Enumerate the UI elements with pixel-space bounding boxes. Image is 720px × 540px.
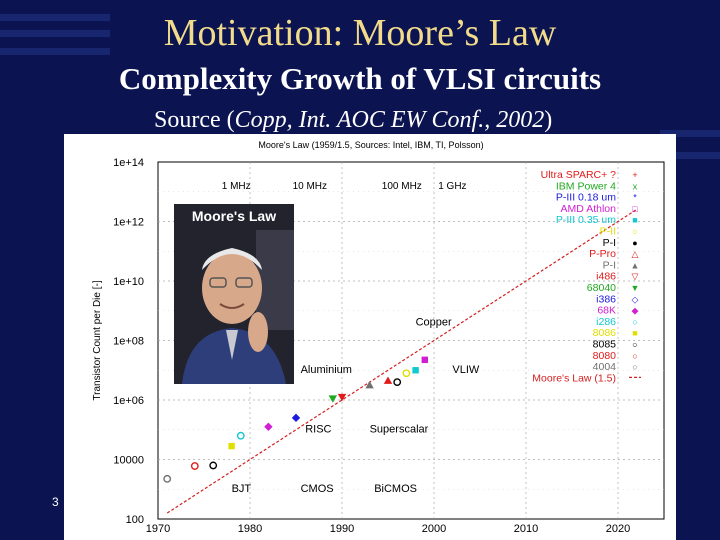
- frequency-label: 100 MHz: [382, 181, 422, 192]
- data-point: [365, 380, 374, 389]
- data-point: [412, 367, 419, 374]
- data-point: [328, 395, 337, 403]
- legend-marker: ○: [632, 317, 637, 327]
- source-suffix: ): [544, 107, 553, 133]
- legend-entry-label: P-III 0.18 um: [556, 192, 616, 204]
- decor-stripe: [660, 130, 720, 137]
- x-tick-label: 2020: [606, 523, 630, 535]
- legend-entry-label: Ultra SPARC+ ?: [541, 169, 617, 181]
- legend-entry-label: P-III 0.35 um: [556, 214, 616, 226]
- data-point: [163, 474, 172, 483]
- legend-entry-label: P-II: [600, 226, 616, 238]
- moores-law-trend-line: [166, 209, 637, 514]
- tech-annotation: Superscalar: [370, 424, 429, 436]
- legend-entry-label: AMD Athlon: [561, 203, 617, 215]
- slide-subtitle: Complexity Growth of VLSI circuits: [118, 61, 602, 96]
- frequency-label: 10 MHz: [293, 181, 327, 192]
- legend-marker: ▼: [631, 283, 640, 293]
- legend-entry-label: 8086: [593, 327, 617, 339]
- legend-entry-label: 8085: [593, 339, 617, 351]
- frequency-label: 1 MHz: [222, 181, 251, 192]
- frequency-label: 1 GHz: [438, 181, 466, 192]
- legend-entry-label: 8080: [593, 350, 617, 362]
- slide-source: Source (Copp, Int. AOC EW Conf., 2002): [154, 105, 552, 135]
- legend-marker: ▽: [632, 272, 639, 282]
- y-tick-label: 100: [126, 514, 144, 526]
- data-point: [264, 422, 273, 431]
- data-point: [402, 369, 411, 378]
- legend-entry-label: IBM Power 4: [556, 180, 616, 192]
- legend-entry-label: i386: [596, 293, 616, 305]
- legend-marker: ●: [632, 238, 637, 248]
- y-axis-label: Transistor Count per Die [-]: [92, 280, 103, 400]
- data-point: [337, 393, 347, 402]
- legend-entry-label: 4004: [593, 361, 617, 373]
- tech-annotation: CMOS: [301, 483, 334, 495]
- decor-stripe: [660, 152, 720, 159]
- x-tick-label: 1970: [146, 523, 170, 535]
- legend-marker: +: [632, 170, 637, 180]
- portrait-illustration: [174, 204, 294, 384]
- legend-entry-label: P-I: [603, 259, 616, 271]
- legend-marker: ◇: [632, 294, 639, 304]
- tech-annotation: BiCMOS: [374, 483, 417, 495]
- x-tick-label: 2010: [514, 523, 538, 535]
- x-tick-label: 1980: [238, 523, 262, 535]
- legend-entry-label: i486: [596, 271, 616, 283]
- source-prefix: Source (: [154, 107, 235, 133]
- decor-stripe: [0, 48, 110, 55]
- slide-title: Motivation: Moore’s Law: [163, 12, 557, 54]
- tech-annotation: RISC: [305, 424, 331, 436]
- data-point: [236, 431, 245, 440]
- y-tick-label: 1e+12: [113, 217, 144, 229]
- tech-annotation: Copper: [416, 317, 452, 329]
- legend-entry-label: P-Pro: [589, 248, 616, 260]
- tech-annotation: Aluminium: [301, 364, 352, 376]
- legend-entry-label: P-I: [603, 237, 616, 249]
- legend-marker: ■: [632, 328, 637, 338]
- legend-marker: ○: [632, 362, 637, 372]
- y-tick-label: 1e+10: [113, 276, 144, 288]
- tech-annotation: VLIW: [452, 364, 480, 376]
- x-tick-label: 1990: [330, 523, 354, 535]
- legend-marker: ○: [632, 227, 637, 237]
- source-citation: Copp, Int. AOC EW Conf., 2002: [234, 107, 545, 133]
- legend-marker: ○: [632, 351, 637, 361]
- decor-stripe: [0, 30, 110, 37]
- legend-entry-label: Moore's Law (1.5): [532, 372, 616, 384]
- data-point: [209, 461, 218, 470]
- legend-marker: ○: [632, 340, 637, 350]
- moores-law-chart: Moore's Law (1959/1.5, Sources: Intel, I…: [92, 140, 665, 535]
- photo-caption: Moore's Law: [191, 208, 277, 224]
- legend-marker: ■: [632, 215, 637, 225]
- legend-entry-label: 68K: [597, 305, 616, 317]
- data-point: [228, 442, 235, 450]
- data-point: [421, 356, 428, 364]
- y-tick-label: 1e+08: [113, 336, 144, 348]
- legend-entry-label: i286: [596, 316, 616, 328]
- y-tick-label: 10000: [113, 455, 144, 467]
- legend-marker: *: [633, 193, 637, 203]
- chart-panel: Moore's Law (1959/1.5, Sources: Intel, I…: [64, 134, 676, 540]
- legend-marker: ◆: [632, 306, 639, 316]
- data-point: [383, 376, 393, 384]
- data-point: [291, 413, 301, 423]
- legend-marker: △: [632, 249, 639, 259]
- y-tick-label: 1e+06: [113, 395, 144, 407]
- tech-annotation: BJT: [232, 483, 252, 495]
- legend-marker: x: [633, 181, 638, 191]
- chart-title: Moore's Law (1959/1.5, Sources: Intel, I…: [258, 140, 483, 150]
- legend-marker: ▲: [631, 260, 640, 270]
- legend-marker: □: [632, 204, 638, 214]
- data-point: [190, 462, 199, 470]
- data-point: [393, 378, 402, 387]
- page-number: 3: [52, 495, 59, 509]
- y-tick-label: 1e+14: [113, 157, 144, 169]
- x-tick-label: 2000: [422, 523, 446, 535]
- decor-stripe: [0, 14, 110, 21]
- gordon-moore-photo: Moore's Law: [174, 204, 294, 384]
- legend-entry-label: 68040: [587, 282, 616, 294]
